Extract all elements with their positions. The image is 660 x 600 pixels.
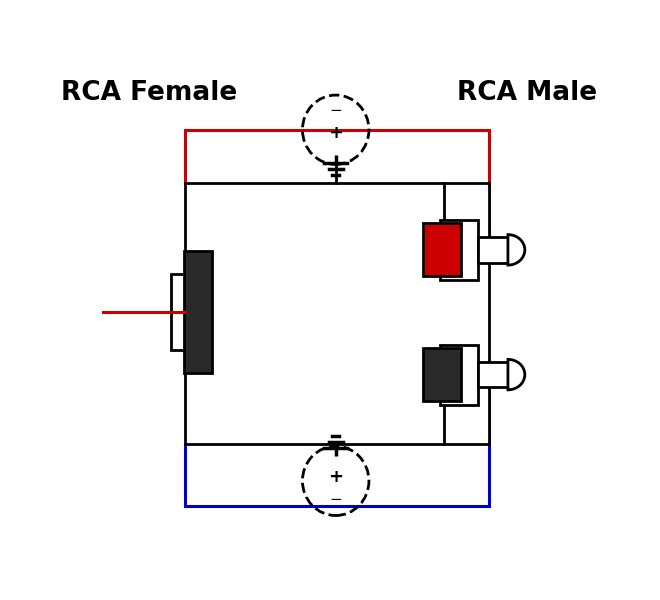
Text: RCA Female: RCA Female [61,80,237,106]
Bar [440,344,478,404]
Bar [183,251,212,373]
Bar [185,183,489,444]
Bar [478,362,508,388]
Text: +: + [328,124,343,142]
Wedge shape [508,359,525,390]
Bar [478,237,508,263]
Text: −: − [329,493,342,508]
Bar [440,220,478,280]
Text: RCA Male: RCA Male [457,80,597,106]
Bar [171,274,194,350]
Text: +: + [328,469,343,487]
Text: −: − [329,103,342,118]
Bar [422,223,461,277]
Wedge shape [508,235,525,265]
Bar [422,348,461,401]
